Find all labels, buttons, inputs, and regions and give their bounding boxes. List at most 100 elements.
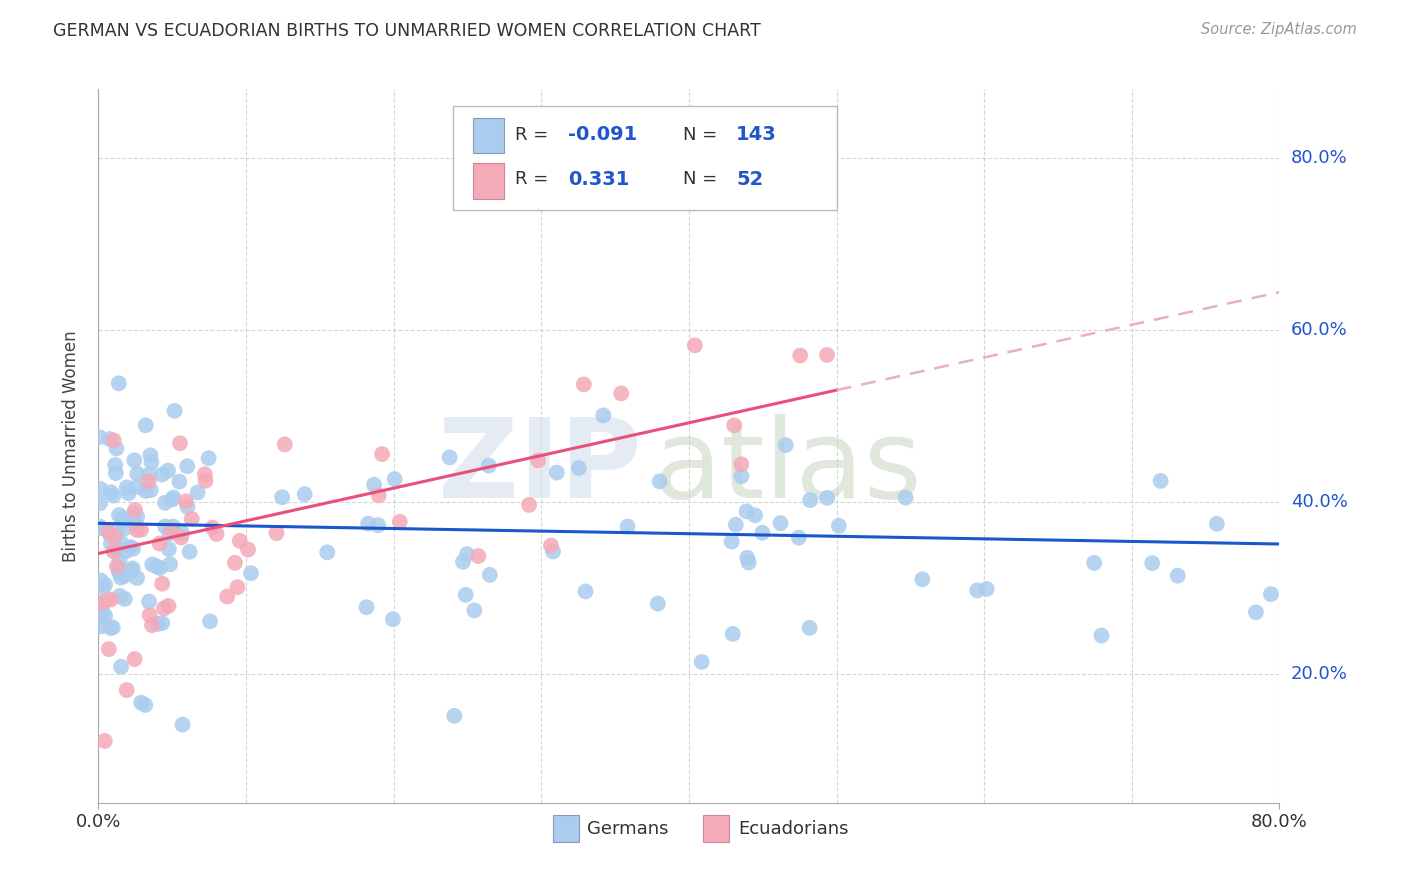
- Point: [108, 589, 131, 603]
- Point: [141, 455, 163, 469]
- Point: [111, 512, 134, 526]
- Point: [266, 526, 288, 541]
- Point: [356, 600, 378, 615]
- Point: [139, 483, 162, 497]
- Point: [138, 607, 160, 622]
- Point: [160, 523, 183, 537]
- Point: [616, 519, 638, 533]
- Point: [103, 434, 125, 448]
- Point: [162, 491, 184, 505]
- Point: [799, 493, 821, 508]
- Point: [100, 621, 122, 635]
- Point: [1260, 587, 1282, 601]
- Point: [443, 708, 465, 723]
- Point: [110, 570, 132, 584]
- Point: [124, 453, 146, 467]
- Point: [1083, 556, 1105, 570]
- Y-axis label: Births to Unmarried Women: Births to Unmarried Women: [62, 330, 80, 562]
- Point: [114, 521, 136, 535]
- Point: [610, 386, 633, 401]
- Point: [125, 571, 148, 585]
- Point: [1205, 516, 1227, 531]
- Point: [98, 432, 121, 446]
- Point: [194, 474, 217, 488]
- Point: [517, 498, 540, 512]
- Point: [194, 467, 217, 482]
- Bar: [472, 118, 503, 153]
- Point: [138, 475, 160, 489]
- Point: [98, 528, 121, 542]
- Text: atlas: atlas: [654, 414, 922, 521]
- Point: [150, 576, 173, 591]
- Point: [94, 608, 117, 623]
- Text: Ecuadorians: Ecuadorians: [738, 821, 849, 838]
- Point: [724, 517, 747, 532]
- Point: [1140, 556, 1163, 570]
- Text: ZIP: ZIP: [439, 414, 641, 521]
- Point: [135, 418, 157, 433]
- Point: [117, 486, 139, 500]
- Point: [103, 544, 125, 558]
- Point: [367, 518, 389, 533]
- Point: [139, 448, 162, 462]
- Point: [90, 574, 112, 588]
- Text: 143: 143: [737, 126, 778, 145]
- Point: [108, 508, 131, 522]
- Point: [683, 338, 706, 352]
- Point: [157, 526, 180, 541]
- Point: [89, 482, 111, 496]
- Point: [141, 558, 163, 572]
- Point: [467, 549, 489, 563]
- Text: 80.0%: 80.0%: [1291, 149, 1347, 167]
- Point: [91, 580, 114, 594]
- Point: [121, 564, 143, 578]
- Point: [894, 491, 917, 505]
- Point: [138, 594, 160, 608]
- Point: [568, 461, 591, 475]
- Point: [97, 524, 120, 538]
- Point: [149, 536, 172, 550]
- Point: [121, 561, 143, 575]
- Bar: [553, 815, 579, 842]
- Point: [135, 483, 157, 498]
- Point: [451, 555, 474, 569]
- Point: [94, 594, 117, 608]
- Point: [156, 464, 179, 478]
- Point: [170, 531, 193, 545]
- Point: [271, 490, 294, 504]
- Text: N =: N =: [683, 170, 717, 188]
- Point: [439, 450, 461, 465]
- Point: [789, 349, 811, 363]
- Point: [104, 458, 127, 472]
- Point: [150, 467, 173, 482]
- Point: [478, 567, 501, 582]
- Bar: [472, 163, 503, 199]
- Bar: [703, 815, 730, 842]
- Point: [148, 616, 170, 631]
- Point: [97, 524, 120, 539]
- Point: [540, 539, 562, 553]
- Point: [456, 547, 478, 561]
- Point: [127, 467, 149, 481]
- Point: [155, 519, 177, 533]
- Text: GERMAN VS ECUADORIAN BIRTHS TO UNMARRIED WOMEN CORRELATION CHART: GERMAN VS ECUADORIAN BIRTHS TO UNMARRIED…: [53, 22, 761, 40]
- Point: [236, 542, 259, 557]
- Point: [120, 540, 142, 554]
- Point: [911, 572, 934, 586]
- Point: [180, 512, 202, 526]
- Point: [107, 376, 129, 391]
- Point: [169, 475, 191, 489]
- Point: [141, 618, 163, 632]
- Point: [100, 485, 122, 500]
- Point: [145, 559, 167, 574]
- Point: [174, 494, 197, 508]
- Text: -0.091: -0.091: [568, 126, 638, 145]
- Point: [129, 523, 152, 537]
- Point: [217, 590, 239, 604]
- Point: [162, 519, 184, 533]
- Point: [574, 584, 596, 599]
- Point: [176, 500, 198, 514]
- Point: [111, 515, 134, 529]
- Point: [730, 469, 752, 483]
- Point: [815, 348, 838, 362]
